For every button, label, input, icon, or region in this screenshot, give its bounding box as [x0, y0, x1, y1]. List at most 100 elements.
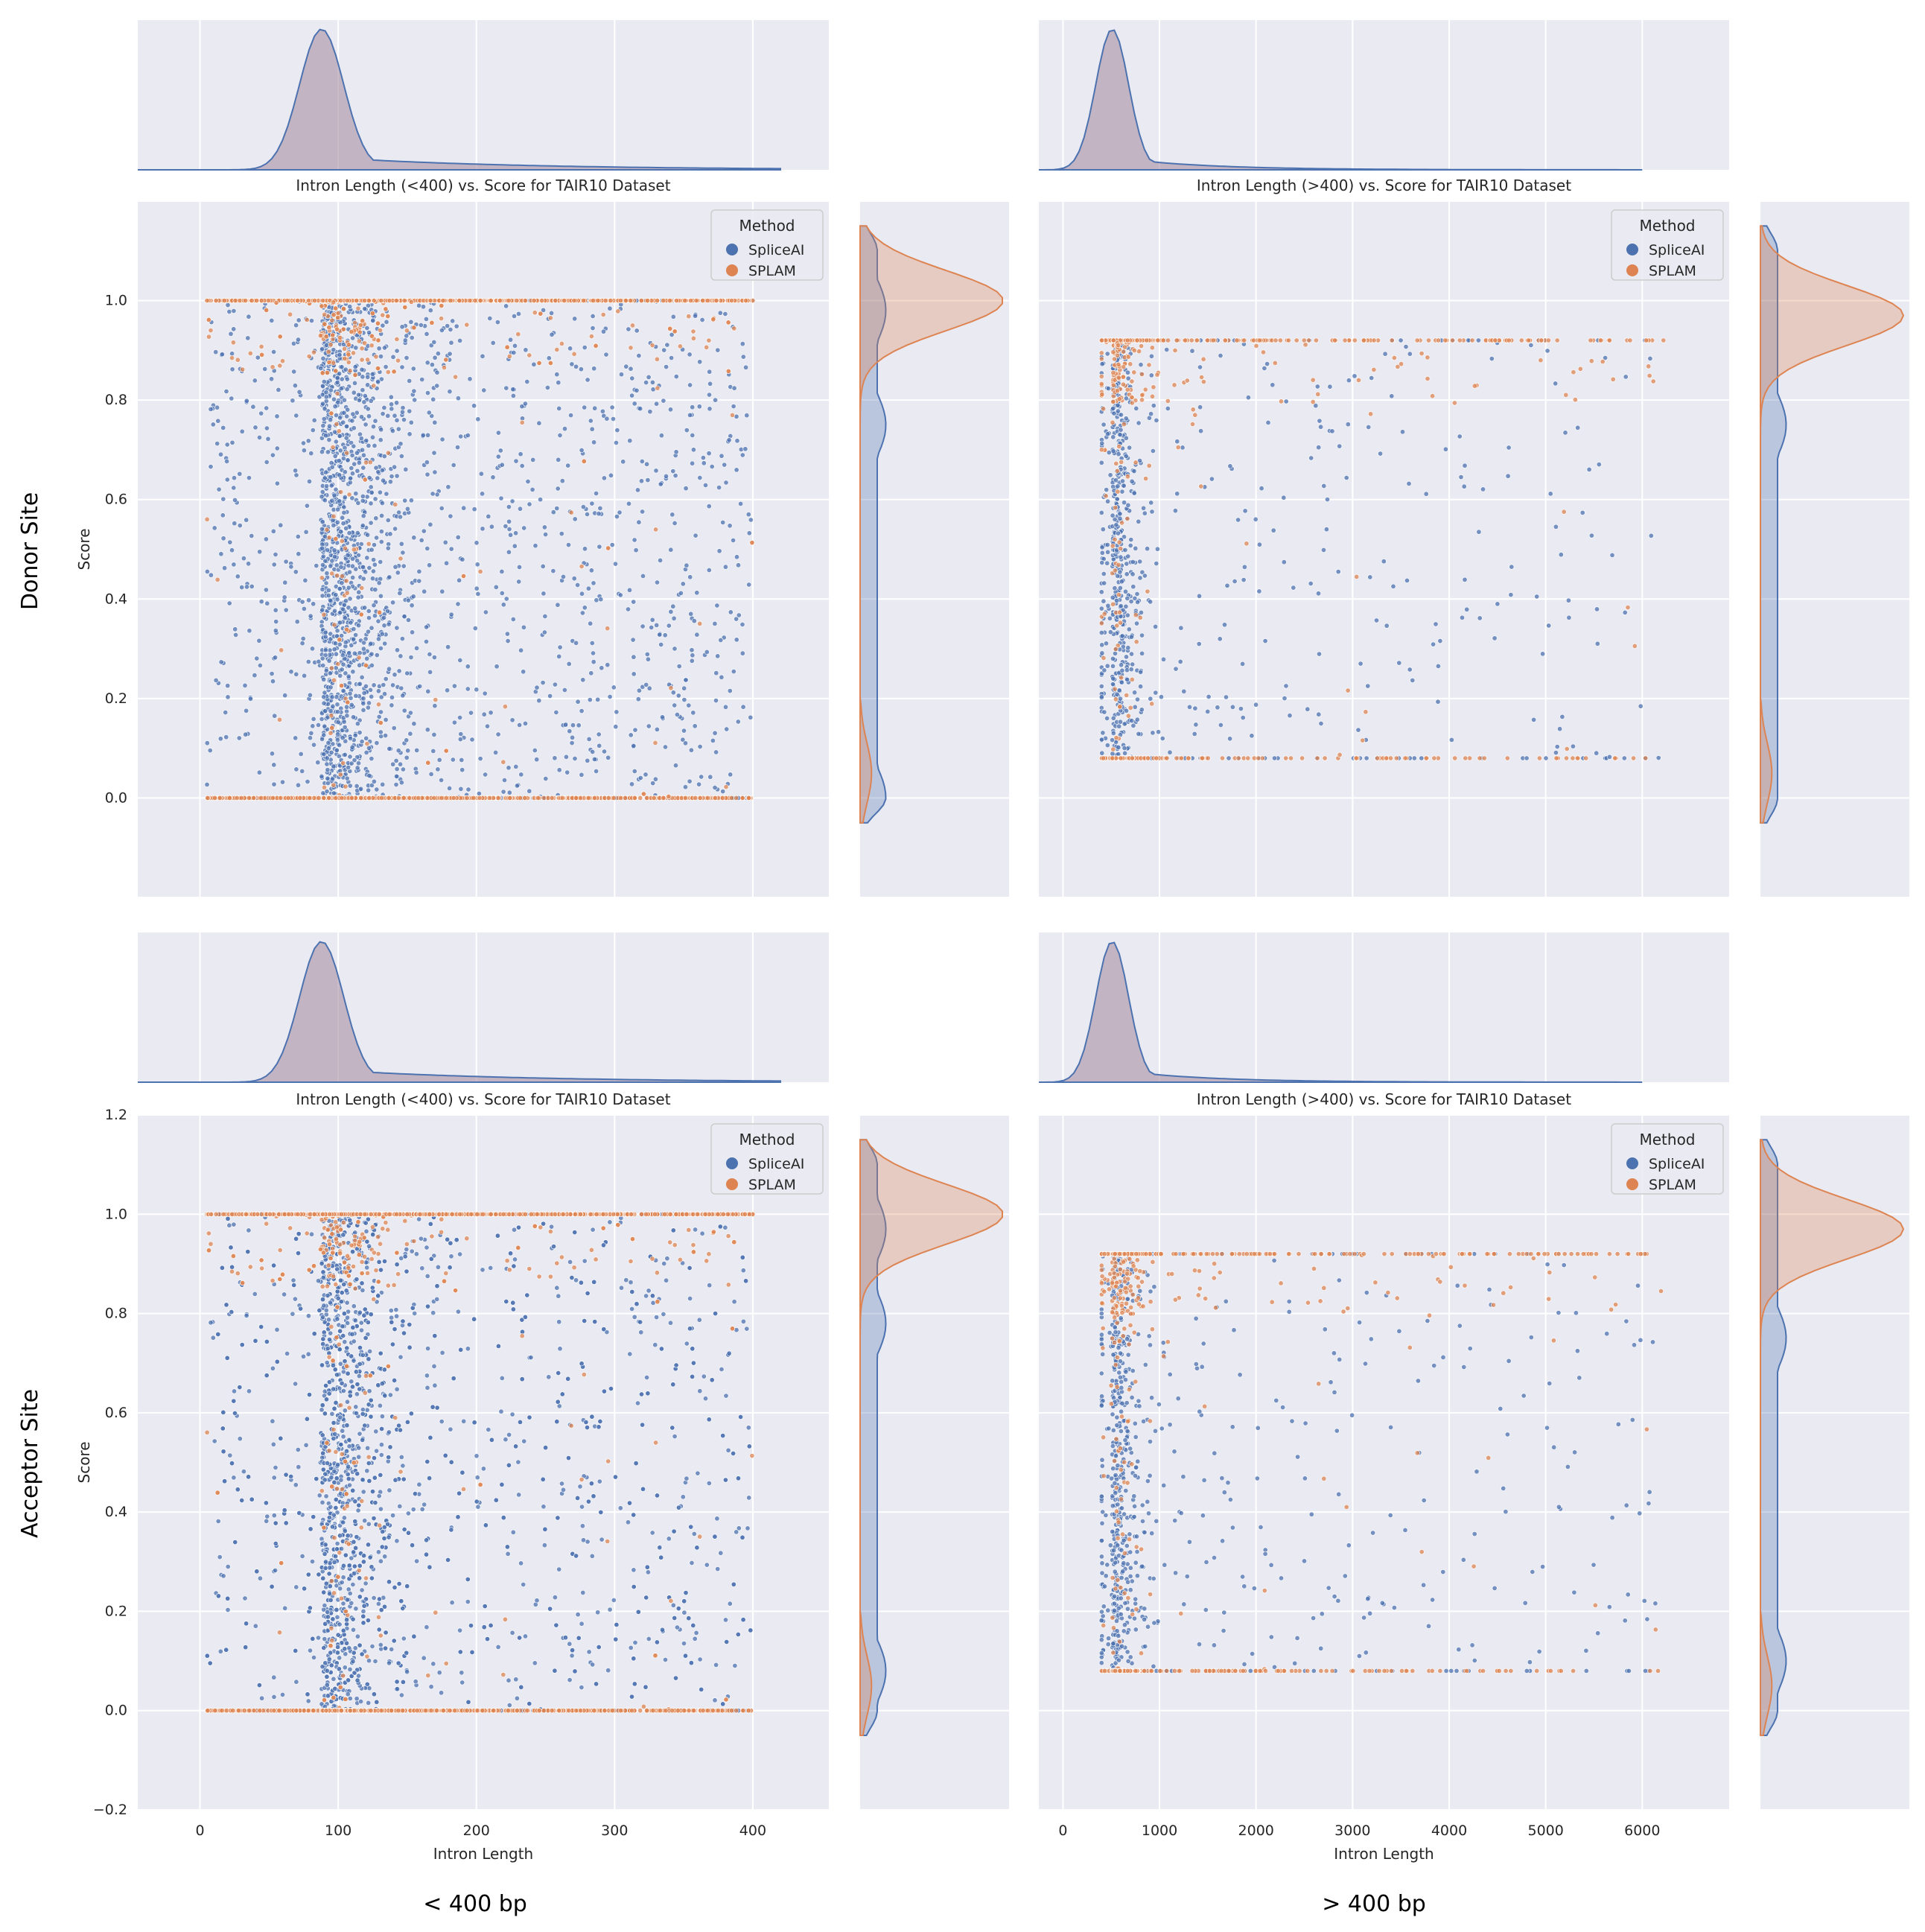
scatter-point — [454, 323, 459, 329]
scatter-point — [393, 782, 399, 788]
scatter-point — [589, 501, 595, 506]
scatter-point — [646, 685, 652, 691]
scatter-point — [495, 430, 501, 436]
scatter-point — [603, 352, 609, 358]
scatter-point — [231, 562, 237, 568]
scatter-point — [740, 354, 746, 360]
scatter-point — [240, 366, 246, 372]
scatter-point — [474, 585, 480, 591]
scatter-point — [633, 547, 639, 553]
scatter-point — [372, 562, 378, 568]
scatter-point — [575, 699, 581, 705]
scatter-point — [385, 450, 391, 456]
scatter-point — [609, 404, 615, 410]
scatter-point — [346, 605, 351, 611]
scatter-point — [424, 624, 430, 630]
scatter-point — [380, 781, 386, 787]
scatter-point — [274, 480, 280, 486]
scatter-point — [328, 563, 334, 569]
scatter-point — [322, 406, 328, 412]
scatter-point — [501, 778, 507, 784]
scatter-point — [349, 563, 355, 569]
scatter-point — [403, 466, 409, 472]
scatter-point — [372, 613, 378, 619]
scatter-point — [383, 733, 389, 739]
scatter-point — [348, 475, 354, 481]
scatter-point — [361, 399, 367, 405]
scatter-point — [378, 354, 384, 360]
scatter-point — [365, 532, 371, 538]
scatter-point — [321, 732, 327, 738]
scatter-point — [455, 395, 461, 401]
scatter-point — [636, 353, 642, 359]
scatter-point — [455, 601, 461, 607]
scatter-point — [402, 337, 408, 343]
scatter-point — [424, 545, 430, 551]
scatter-point — [395, 748, 401, 754]
scatter-point — [293, 766, 299, 772]
scatter-point — [404, 333, 410, 339]
scatter-point — [363, 422, 369, 428]
scatter-point — [325, 547, 331, 553]
scatter-point — [362, 605, 368, 611]
scatter-point — [401, 563, 407, 569]
scatter-point — [398, 685, 404, 691]
scatter-point — [731, 669, 736, 675]
scatter-point — [696, 781, 702, 787]
scatter-point — [448, 611, 454, 617]
scatter-point — [353, 345, 359, 351]
scatter-point — [337, 585, 343, 591]
scatter-point — [350, 335, 356, 341]
scatter-point — [318, 365, 324, 371]
scatter-point — [258, 599, 264, 605]
scatter-point — [490, 474, 496, 480]
scatter-point — [218, 551, 224, 557]
scatter-point — [347, 596, 353, 602]
scatter-point — [580, 504, 586, 510]
scatter-point — [363, 683, 369, 689]
scatter-point — [358, 786, 364, 792]
scatter-point — [427, 521, 433, 527]
scatter-point — [352, 364, 358, 370]
scatter-point — [448, 340, 454, 346]
scatter-point — [229, 351, 235, 357]
scatter-point — [481, 711, 487, 717]
scatter-point — [304, 503, 310, 509]
scatter-point — [554, 346, 560, 352]
scatter-point — [668, 608, 674, 614]
scatter-point — [723, 480, 729, 486]
scatter-point — [544, 384, 550, 390]
scatter-point — [740, 704, 746, 710]
scatter-point — [488, 710, 494, 716]
scatter-point — [541, 591, 547, 597]
scatter-point — [279, 779, 285, 785]
scatter-point — [214, 441, 220, 447]
scatter-point — [719, 674, 725, 680]
scatter-point — [518, 451, 524, 457]
scatter-point — [471, 403, 477, 409]
scatter-point — [697, 474, 703, 480]
scatter-point — [394, 400, 400, 406]
scatter-point — [368, 484, 374, 490]
scatter-point — [498, 495, 504, 501]
scatter-point — [494, 664, 500, 670]
scatter-point — [636, 687, 642, 693]
scatter-point — [516, 564, 522, 570]
scatter-point — [513, 763, 519, 769]
scatter-point — [385, 517, 391, 523]
scatter-point — [351, 650, 357, 656]
scatter-point — [328, 713, 334, 719]
scatter-point — [336, 498, 342, 504]
scatter-point — [704, 344, 710, 350]
scatter-point — [257, 549, 263, 555]
scatter-point — [588, 568, 594, 573]
scatter-point — [325, 740, 331, 746]
scatter-point — [543, 776, 549, 782]
scatter-point — [392, 672, 398, 678]
scatter-point — [408, 655, 414, 661]
scatter-point — [342, 469, 348, 475]
scatter-point — [397, 590, 403, 596]
scatter-point — [448, 513, 454, 519]
scatter-point — [643, 380, 649, 386]
scatter-point — [706, 503, 712, 509]
